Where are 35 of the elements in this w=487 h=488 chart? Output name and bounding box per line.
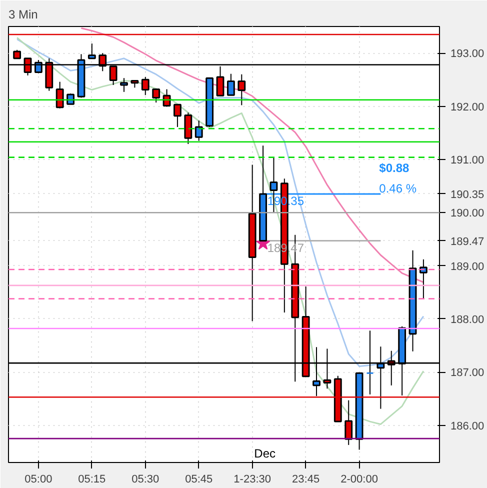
candlestick <box>238 74 246 106</box>
y-tick-label: 189.47 <box>450 236 484 248</box>
line-series <box>80 27 424 283</box>
candlestick <box>184 112 192 145</box>
candlestick <box>420 258 428 300</box>
y-tick-label: 190.00 <box>450 208 484 220</box>
candlestick <box>174 104 182 128</box>
annotation: Dec <box>254 446 276 460</box>
y-tick-label: 189.00 <box>450 260 484 273</box>
y-tick-label: 186.00 <box>450 420 484 432</box>
x-tick-label: 23:45 <box>292 474 320 486</box>
x-tick-label: 05:15 <box>78 474 106 486</box>
candlestick <box>88 43 96 60</box>
x-tick-label: 05:30 <box>132 474 160 486</box>
x-tick-label: 05:00 <box>24 474 52 486</box>
y-tick-label: 192.00 <box>450 101 484 114</box>
candlestick <box>56 81 64 109</box>
annotation: $0.88 <box>379 160 410 175</box>
line-series <box>16 38 424 368</box>
y-tick-label: 188.00 <box>450 314 484 326</box>
candlestick <box>344 400 353 446</box>
candlestick <box>120 78 128 92</box>
y-tick-label: 187.00 <box>450 367 484 380</box>
candlestick <box>194 120 203 142</box>
x-tick-label: 2-00:00 <box>340 474 378 486</box>
y-tick-label: 193.00 <box>450 48 484 60</box>
candlestick <box>141 76 150 96</box>
x-tick-label: 1-23:30 <box>234 474 271 486</box>
annotation: 0.46 % <box>379 181 417 196</box>
x-tick-label: 05:45 <box>185 474 213 486</box>
y-tick-label: 191.00 <box>450 154 484 166</box>
chart-title: 3 Min <box>8 8 38 22</box>
candlestick <box>152 88 160 104</box>
candlestick <box>226 73 235 96</box>
y-tick-label: 190.35 <box>450 188 484 201</box>
